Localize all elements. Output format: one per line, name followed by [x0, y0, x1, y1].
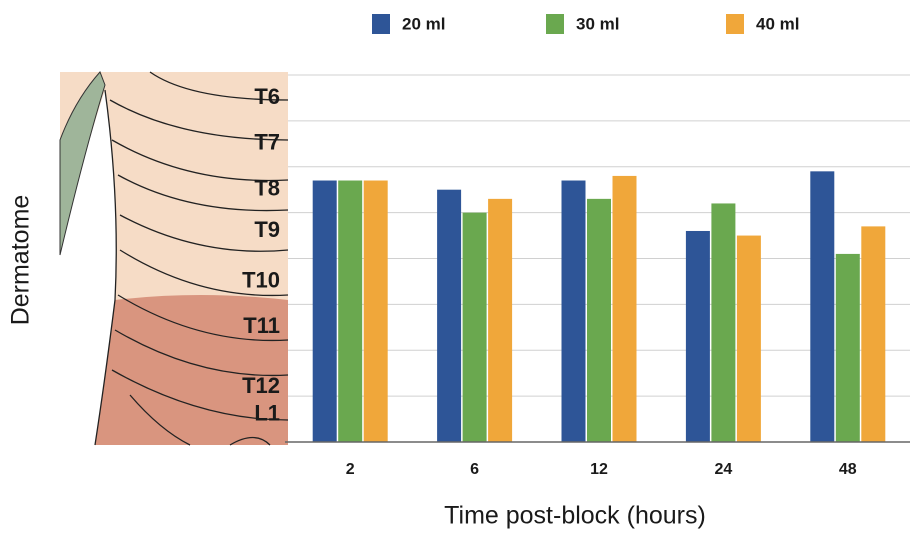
bar [313, 181, 337, 442]
bar [338, 181, 362, 442]
y-tick-label: T6 [254, 84, 280, 109]
y-tick-label: T9 [254, 217, 280, 242]
y-tick-label: T7 [254, 130, 280, 155]
y-tick-label: T11 [243, 313, 280, 338]
bar [686, 231, 710, 442]
x-tick-label: 6 [470, 461, 479, 478]
bar [861, 226, 885, 442]
x-tick-label: 2 [346, 461, 355, 478]
y-tick-label: T8 [254, 176, 280, 201]
y-tick-label: T10 [242, 267, 280, 292]
legend-swatch [726, 14, 744, 34]
legend-swatch [372, 14, 390, 34]
bar [437, 190, 461, 442]
bar [463, 213, 487, 442]
y-tick-label: T12 [242, 373, 280, 398]
legend-label: 30 ml [576, 14, 619, 33]
bar [488, 199, 512, 442]
bar [711, 203, 735, 442]
bar [562, 181, 586, 442]
legend-label: 20 ml [402, 14, 445, 33]
bar [613, 176, 637, 442]
bar [836, 254, 860, 442]
legend-label: 40 ml [756, 14, 799, 33]
x-tick-label: 24 [715, 461, 733, 478]
x-tick-label: 12 [590, 461, 608, 478]
y-tick-label: L1 [254, 400, 280, 425]
bar [810, 171, 834, 442]
y-axis-title: Dermatome [7, 195, 35, 326]
bar [587, 199, 611, 442]
x-axis-title: Time post-block (hours) [444, 502, 706, 530]
chart: Dermatome Time post-block (hours) T6 T7 T8… [0, 0, 913, 537]
bar [737, 236, 761, 442]
x-tick-label: 48 [839, 461, 857, 478]
bar [364, 181, 388, 442]
legend-swatch [546, 14, 564, 34]
